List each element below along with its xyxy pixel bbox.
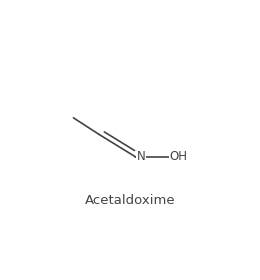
Text: OH: OH [170, 150, 188, 163]
Text: Acetaldoxime: Acetaldoxime [85, 195, 175, 207]
Text: N: N [137, 150, 146, 163]
